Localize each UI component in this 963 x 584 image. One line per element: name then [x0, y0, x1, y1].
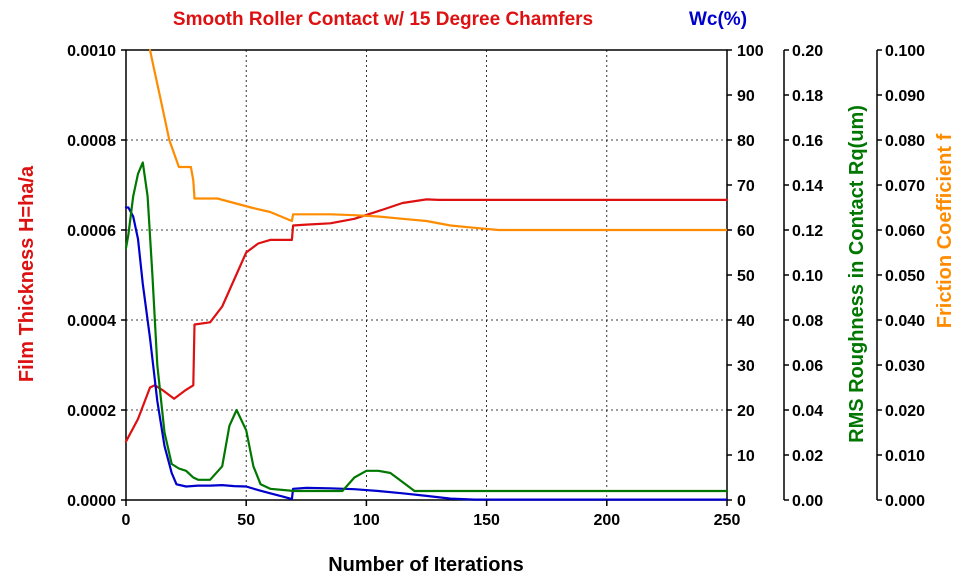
plot-area: [125, 49, 728, 501]
rms-axis-tick-label: 0.00: [792, 493, 823, 510]
friction-axis-tick-label: 0.000: [885, 493, 925, 510]
rms-series-line: [124, 161, 729, 493]
x-tick-label: 100: [353, 512, 380, 529]
rms-axis-label: RMS Roughness in Contact Rq(um): [846, 105, 868, 443]
friction-axis-label: Friction Coefficient f: [934, 133, 956, 328]
friction-axis-tick-label: 0.100: [885, 43, 925, 60]
wc-axis-tick-label: 10: [737, 448, 755, 465]
friction-axis-tick-label: 0.090: [885, 88, 925, 105]
film-axis-tick-label: 0.0004: [67, 313, 116, 330]
rms-axis-tick-label: 0.18: [792, 88, 823, 105]
wc-axis-tick-label: 90: [737, 88, 755, 105]
friction-axis-tick-label: 0.020: [885, 403, 925, 420]
friction-axis-tick-label: 0.080: [885, 133, 925, 150]
friction-axis-tick-label: 0.040: [885, 313, 925, 330]
wc-axis-tick-label: 60: [737, 223, 755, 240]
friction-series-line: [148, 48, 729, 232]
film-axis-tick-label: 0.0010: [67, 43, 116, 60]
x-tick-label: 200: [593, 512, 620, 529]
wc-axis-tick-label: 20: [737, 403, 755, 420]
friction-axis-tick-label: 0.010: [885, 448, 925, 465]
film-axis-tick-label: 0.0000: [67, 493, 116, 510]
film-axis-label: Film Thickness H=ha/a: [16, 165, 38, 382]
series-group: [124, 48, 729, 501]
rms-axis-tick-label: 0.08: [792, 313, 823, 330]
rms-axis-tick-label: 0.02: [792, 448, 823, 465]
rms-axis-tick-label: 0.16: [792, 133, 823, 150]
x-axis-label: Number of Iterations: [328, 554, 524, 576]
wc-axis-tick-label: 0: [737, 493, 746, 510]
wc-axis-tick-label: 80: [737, 133, 755, 150]
chart-title: Smooth Roller Contact w/ 15 Degree Chamf…: [173, 9, 593, 30]
rms-axis-tick-label: 0.12: [792, 223, 823, 240]
x-tick-label: 150: [473, 512, 500, 529]
film-axis-tick-label: 0.0006: [67, 223, 116, 240]
film-series-line: [124, 198, 729, 443]
rms-axis-tick-label: 0.14: [792, 178, 823, 195]
axes-group: 0 50 100 150 200 2500.00000.00020.00040.00060…: [67, 43, 925, 529]
wc-title: Wc(%): [689, 9, 747, 30]
rms-axis-tick-label: 0.06: [792, 358, 823, 375]
film-axis-tick-label: 0.0008: [67, 133, 116, 150]
friction-axis-tick-label: 0.070: [885, 178, 925, 195]
film-axis-tick-label: 0.0002: [67, 403, 116, 420]
friction-axis-tick-label: 0.030: [885, 358, 925, 375]
wc-series-line: [124, 206, 729, 501]
wc-axis-tick-label: 100: [737, 43, 764, 60]
friction-axis-tick-label: 0.060: [885, 223, 925, 240]
rms-axis-tick-label: 0.20: [792, 43, 823, 60]
x-tick-label: 250: [714, 512, 741, 529]
x-tick-label: 50: [237, 512, 255, 529]
rms-axis-tick-label: 0.04: [792, 403, 823, 420]
wc-axis-tick-label: 70: [737, 178, 755, 195]
wc-axis-tick-label: 40: [737, 313, 755, 330]
friction-axis-tick-label: 0.050: [885, 268, 925, 285]
wc-axis-tick-label: 30: [737, 358, 755, 375]
rms-axis-tick-label: 0.10: [792, 268, 823, 285]
grid: [126, 50, 727, 500]
wc-axis-tick-label: 50: [737, 268, 755, 285]
x-tick-label: 0: [122, 512, 131, 529]
